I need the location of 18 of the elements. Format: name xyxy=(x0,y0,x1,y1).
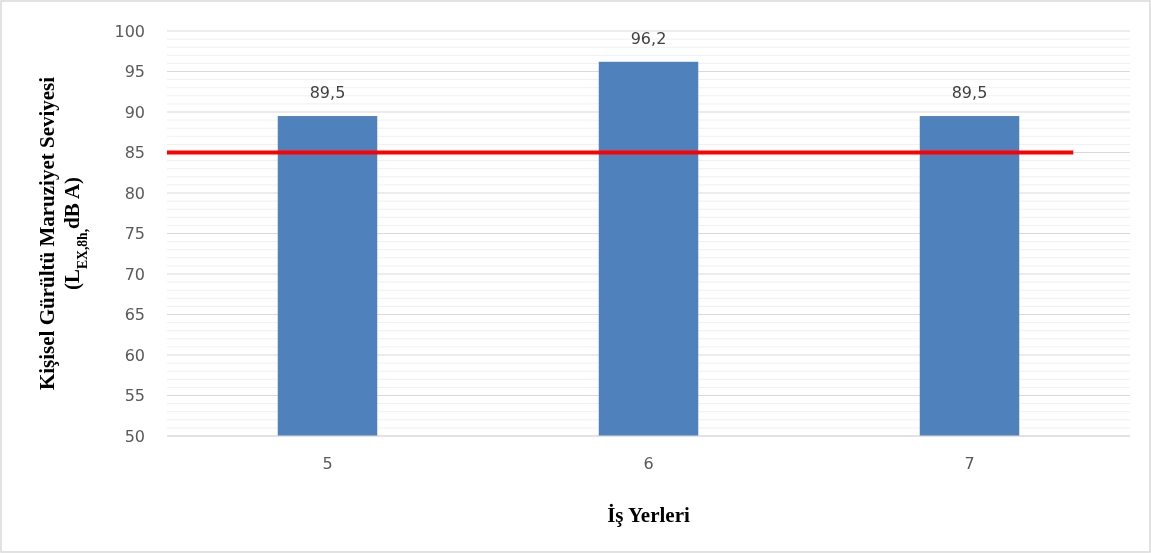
y-tick-label: 90 xyxy=(124,102,145,122)
y-tick-label: 75 xyxy=(124,224,145,244)
y-tick-label: 60 xyxy=(124,345,145,365)
y-tick-label: 95 xyxy=(124,62,145,82)
data-label: 89,5 xyxy=(951,83,988,103)
y-tick-label: 85 xyxy=(124,143,145,163)
y-tick-label: 50 xyxy=(124,426,145,446)
x-tick-label: 5 xyxy=(322,454,333,473)
y-tick-label: 55 xyxy=(124,386,145,406)
y-tick-label: 100 xyxy=(114,21,145,41)
y-tick-label: 80 xyxy=(124,183,145,203)
data-label: 96,2 xyxy=(630,28,667,48)
x-tick-label: 6 xyxy=(643,454,654,473)
x-tick-label: 7 xyxy=(964,454,975,473)
y-tick-label: 65 xyxy=(124,305,145,325)
y-tick-label: 70 xyxy=(124,264,145,284)
data-label: 89,5 xyxy=(309,83,346,103)
x-axis-title: İş Yerleri xyxy=(607,503,690,527)
